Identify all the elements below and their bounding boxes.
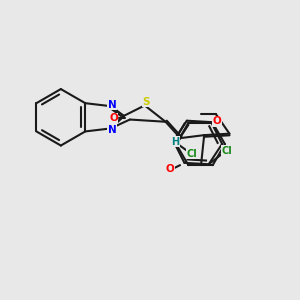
Text: N: N (108, 100, 116, 110)
Text: H: H (171, 137, 179, 147)
Text: O: O (213, 116, 221, 127)
Text: S: S (142, 97, 150, 107)
Text: Cl: Cl (222, 146, 232, 156)
Text: O: O (109, 113, 118, 123)
Text: N: N (108, 125, 116, 135)
Text: O: O (165, 164, 174, 174)
Text: Cl: Cl (187, 148, 197, 158)
